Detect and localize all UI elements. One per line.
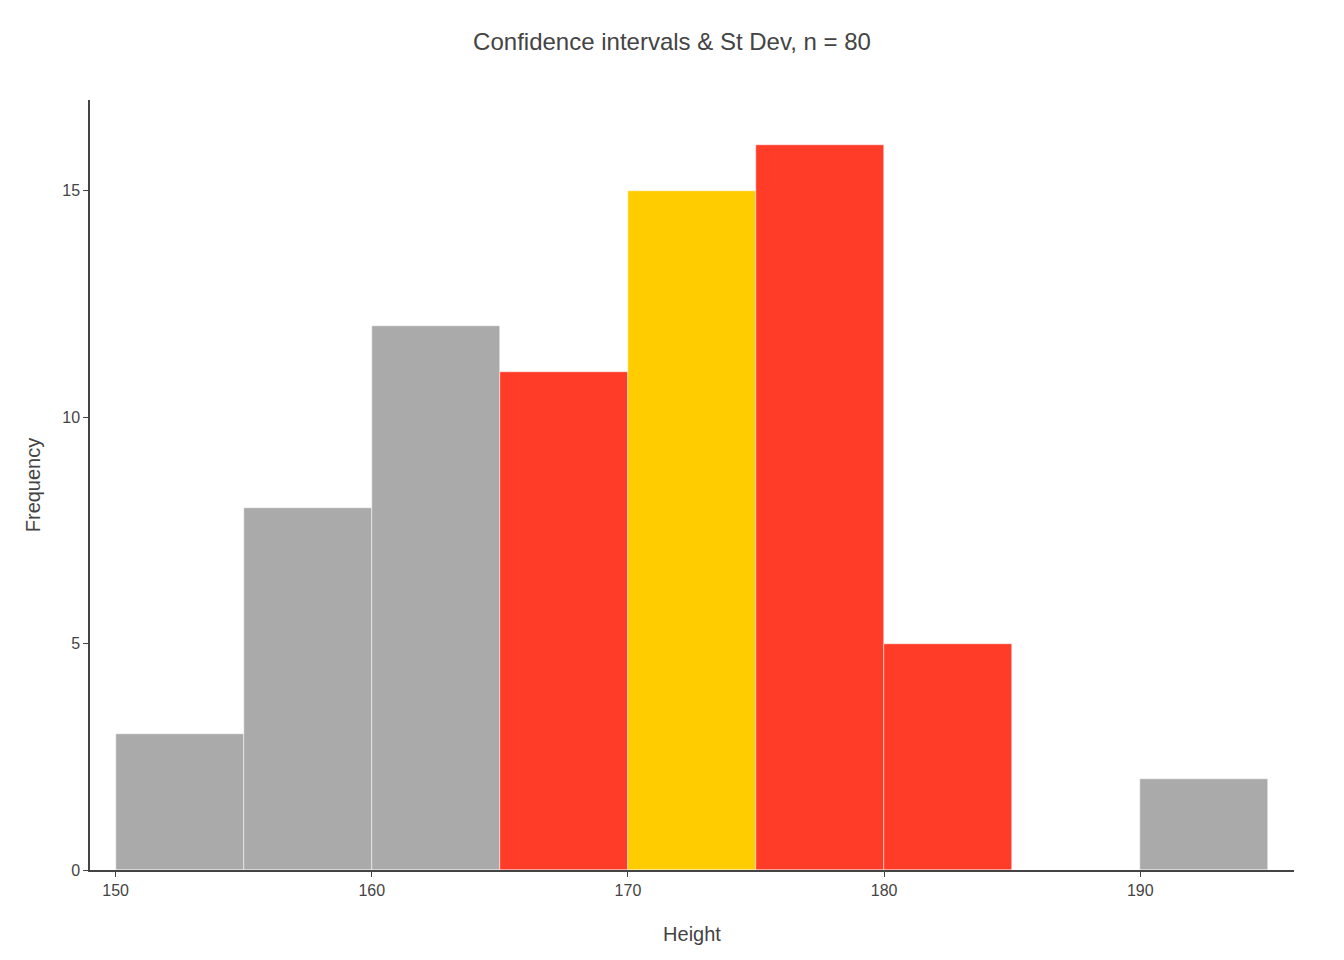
svg-text:0: 0	[71, 862, 80, 879]
svg-text:190: 190	[1127, 882, 1154, 899]
svg-text:15: 15	[62, 182, 80, 199]
svg-text:Frequency: Frequency	[22, 438, 44, 533]
svg-text:Confidence intervals & St Dev,: Confidence intervals & St Dev, n = 80	[473, 28, 871, 55]
svg-text:180: 180	[871, 882, 898, 899]
svg-text:150: 150	[102, 882, 129, 899]
svg-text:10: 10	[62, 409, 80, 426]
svg-text:5: 5	[71, 635, 80, 652]
svg-text:Height: Height	[663, 923, 721, 945]
svg-text:160: 160	[358, 882, 385, 899]
svg-text:170: 170	[615, 882, 642, 899]
